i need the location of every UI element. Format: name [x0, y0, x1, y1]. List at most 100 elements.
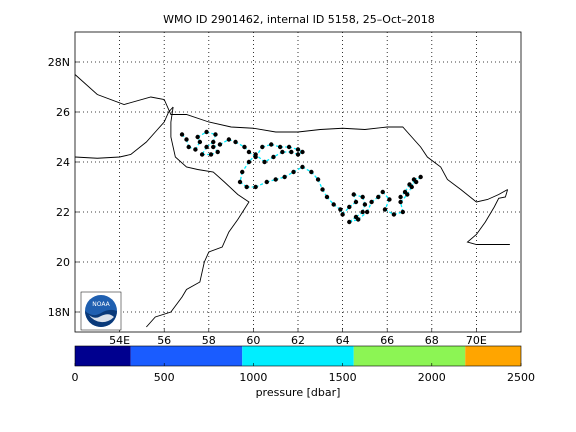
- trajectory-point: [242, 144, 247, 150]
- trajectory-point: [193, 147, 198, 152]
- colorbar-bins: [75, 346, 521, 366]
- trajectory-point: [331, 202, 336, 207]
- trajectory-point: [264, 179, 269, 185]
- chart-title: WMO ID 2901462, internal ID 5158, 25–Oct…: [163, 13, 435, 26]
- colorbar-tick-label: 0: [72, 371, 79, 384]
- trajectory-point: [237, 179, 243, 185]
- map-axes: 54E 56 58 60 62 64 66 68 70E 18N 20 22 24 26 28N NOAA: [48, 31, 522, 347]
- trajectory-point: [217, 142, 223, 147]
- trajectory-point: [179, 132, 185, 137]
- x-tick-label: 70E: [466, 334, 487, 347]
- trajectory-point: [387, 197, 392, 202]
- y-tick-label: 20: [56, 256, 70, 269]
- trajectory-point: [211, 139, 216, 145]
- trajectory-point: [240, 169, 245, 175]
- coastline-segment: [74, 74, 508, 203]
- trajectory-point: [300, 164, 305, 170]
- trajectory-layer: [179, 129, 423, 225]
- trajectory-point: [295, 147, 301, 152]
- colorbar-bin: [130, 346, 243, 366]
- trajectory-point: [364, 209, 370, 215]
- trajectory-point: [213, 132, 218, 137]
- y-tick-labels: 18N 20 22 24 26 28N: [48, 56, 79, 319]
- trajectory-point: [246, 159, 252, 165]
- colorbar-frame: [74, 345, 522, 367]
- trajectory-point: [309, 169, 314, 175]
- trajectory-point: [269, 142, 274, 147]
- trajectory-point: [356, 217, 361, 222]
- x-tick-label: 56: [157, 334, 171, 347]
- trajectory-point: [282, 174, 287, 180]
- trajectory-point: [197, 139, 203, 145]
- colorbar-bin: [242, 346, 354, 366]
- trajectory-point: [315, 177, 321, 182]
- coastline-segment: [74, 106, 174, 159]
- coastline-segment: [146, 106, 250, 328]
- colorbar-tick-label: 1000: [239, 371, 267, 384]
- y-tick-label: 22: [56, 206, 70, 219]
- trajectory-point: [320, 187, 325, 192]
- trajectory-point: [398, 194, 403, 200]
- trajectory-point: [289, 149, 294, 155]
- x-tick-labels: 54E 56 58 60 62 64 66 68 70E: [109, 328, 487, 347]
- y-tick-label: 18N: [48, 306, 70, 319]
- trajectory-point: [391, 212, 397, 217]
- trajectory-point: [324, 194, 330, 200]
- trajectory-point: [260, 144, 265, 150]
- trajectory-point: [382, 207, 388, 212]
- trajectory-point: [273, 177, 278, 182]
- coastline-segment: [466, 189, 510, 245]
- trajectory-point: [195, 134, 200, 140]
- x-tick-label: 66: [380, 334, 394, 347]
- trajectory-point: [253, 184, 258, 190]
- trajectory-point: [376, 194, 381, 200]
- map-plot-area: [75, 32, 521, 332]
- trajectory-point: [380, 189, 385, 195]
- trajectory-point: [369, 199, 374, 205]
- trajectory-point: [277, 144, 283, 150]
- trajectory-point: [340, 212, 345, 217]
- trajectory-point: [204, 129, 209, 135]
- trajectory-point: [360, 209, 365, 215]
- x-tick-label: 68: [425, 334, 439, 347]
- trajectory-point: [407, 182, 412, 187]
- colorbar-tick-label: 2500: [507, 371, 535, 384]
- colorbar-tick-label: 500: [154, 371, 175, 384]
- trajectory-point: [398, 199, 403, 205]
- trajectory-point: [338, 207, 343, 212]
- trajectory-point: [351, 192, 356, 197]
- trajectory-point: [295, 152, 301, 157]
- trajectory-point: [215, 149, 220, 155]
- trajectory-point: [418, 174, 423, 180]
- trajectory-point: [204, 144, 209, 150]
- trajectory-point: [233, 139, 238, 145]
- trajectory-point: [413, 179, 419, 185]
- colorbar-tick-label: 2000: [418, 371, 446, 384]
- trajectory-point: [244, 184, 249, 190]
- y-tick-label: 26: [56, 106, 70, 119]
- trajectory-point: [262, 159, 267, 165]
- trajectory-point: [360, 194, 365, 200]
- trajectory-point: [226, 137, 232, 142]
- x-tick-label: 64: [336, 334, 350, 347]
- colorbar-bin: [353, 346, 466, 366]
- x-tick-label: 60: [246, 334, 260, 347]
- colorbar-bin: [75, 346, 131, 366]
- trajectory-point: [347, 204, 352, 210]
- y-tick-label: 28N: [48, 56, 70, 69]
- trajectory-point: [280, 149, 285, 155]
- trajectory-point: [211, 144, 216, 150]
- colorbar-tick-labels: 0 500 1000 1500 2000 2500: [72, 363, 535, 384]
- colorbar-bin: [465, 346, 521, 366]
- trajectory-point: [400, 209, 406, 215]
- trajectory-point: [300, 149, 305, 155]
- trajectory-point: [208, 152, 214, 157]
- trajectory-point: [184, 137, 189, 142]
- colorbar-label: pressure [dbar]: [256, 386, 341, 399]
- trajectory-point: [286, 144, 292, 150]
- x-tick-label: 58: [202, 334, 216, 347]
- trajectory-point: [186, 144, 191, 150]
- x-tick-label: 62: [291, 334, 305, 347]
- trajectory-point: [271, 154, 276, 160]
